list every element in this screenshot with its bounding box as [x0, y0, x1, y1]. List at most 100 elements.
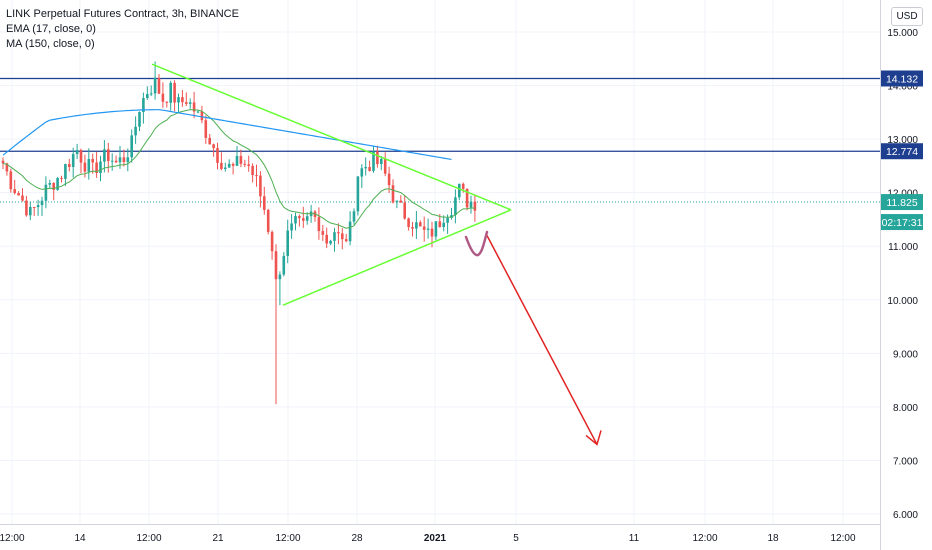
candle-body [255, 175, 258, 177]
candle-body [403, 202, 406, 219]
candle-body [344, 239, 348, 242]
triangle-upper-line [151, 63, 512, 211]
candle-body [442, 222, 445, 228]
price-tick-label: 15.000 [887, 28, 918, 39]
scribble-mark [464, 230, 489, 257]
candle-body [411, 227, 414, 229]
candle-body [48, 183, 52, 185]
candle-body [239, 156, 243, 164]
axis-separators [0, 0, 881, 550]
horizontal-levels [0, 77, 880, 203]
candle-body [399, 200, 403, 203]
drawings [151, 63, 602, 446]
candle-body [454, 197, 457, 216]
candle-body [333, 232, 336, 241]
price-tick-label: 14.000 [887, 82, 918, 93]
candle-body [317, 217, 321, 232]
candle-body [83, 162, 87, 172]
candle-body [5, 163, 9, 172]
time-tick-label: 12:00 [136, 533, 161, 544]
candle-body [352, 211, 356, 222]
candle-body [259, 175, 262, 197]
candle-body [60, 177, 63, 179]
candle-body [114, 160, 118, 163]
candle-body [204, 120, 208, 138]
candle-body [17, 193, 20, 196]
candle-body [153, 77, 157, 94]
candle-body [75, 150, 79, 155]
level-low-tag: 12.774 [886, 146, 918, 158]
candle-body [430, 228, 434, 237]
candle-body [286, 230, 289, 256]
time-tick-label: 12:00 [275, 533, 300, 544]
candle-body [341, 233, 344, 240]
price-tick-label: 11.000 [888, 242, 918, 253]
candle-body [71, 154, 75, 167]
candle-body [142, 98, 145, 112]
candle-body [138, 111, 141, 127]
time-tick-label: 21 [212, 533, 224, 544]
price-tick-label: 8.000 [893, 403, 918, 414]
time-axis[interactable]: 12:00 14 12:00 21 12:00 28 2021 5 11 12:00 18 12:00 [0, 533, 856, 544]
chart-grid [0, 0, 880, 524]
candle-body [290, 223, 293, 231]
candle-body [270, 231, 274, 252]
candle-body [130, 135, 133, 158]
time-tick-label: 5 [513, 533, 519, 544]
price-tags: 14.132 12.774 11.825 02:17:31 [881, 70, 923, 231]
candle-body [157, 77, 161, 94]
candle-body [52, 183, 55, 190]
candle-body [208, 137, 211, 145]
candle-body [192, 102, 196, 112]
time-tick-label: 18 [767, 533, 779, 544]
candle-body [87, 159, 91, 172]
candle-body [181, 97, 184, 103]
time-tick-label: 12:00 [830, 533, 855, 544]
candle-body [224, 167, 227, 170]
candle-body [32, 207, 36, 209]
candle-body [110, 160, 114, 162]
ema-indicator-label[interactable]: EMA (17, close, 0) [6, 23, 96, 35]
candle-body [372, 151, 375, 171]
candle-body [348, 221, 352, 242]
candle-body [263, 196, 266, 210]
candles [1, 61, 477, 405]
candle-body [25, 200, 28, 216]
candle-body [134, 126, 137, 136]
candle-body [231, 163, 235, 166]
candle-body [380, 158, 383, 165]
currency-button[interactable]: USD [891, 7, 923, 26]
candle-body [29, 207, 32, 216]
candle-body [13, 189, 16, 194]
candle-body [325, 234, 328, 244]
time-tick-label: 11 [629, 533, 640, 544]
candle-body [64, 164, 67, 179]
candle-body [266, 209, 270, 232]
candle-body [196, 111, 200, 113]
candle-body [68, 164, 71, 167]
candle-body [461, 183, 465, 189]
candle-body [419, 222, 422, 227]
candle-body [376, 151, 379, 165]
candle-body [235, 156, 239, 166]
projection-arrow [486, 235, 598, 445]
ma-line [2, 109, 452, 161]
level-high-tag-bg [881, 70, 923, 87]
chart-legend: LINK Perpetual Futures Contract, 3h, BIN… [6, 7, 239, 52]
candle-body [56, 177, 59, 190]
candle-body [305, 216, 309, 221]
candle-body [364, 167, 367, 169]
candle-body [216, 148, 219, 163]
candle-body [36, 205, 40, 208]
candle-body [278, 274, 282, 280]
price-tick-label: 7.000 [893, 456, 918, 467]
ma-indicator-label[interactable]: MA (150, close, 0) [6, 38, 95, 50]
level-low-tag-bg [881, 143, 923, 160]
symbol-title[interactable]: LINK Perpetual Futures Contract, 3h, BIN… [6, 8, 239, 20]
candle-body [177, 97, 180, 103]
candle-body [149, 93, 153, 95]
candle-body [118, 157, 122, 163]
last-price-tag-bg [881, 194, 923, 211]
